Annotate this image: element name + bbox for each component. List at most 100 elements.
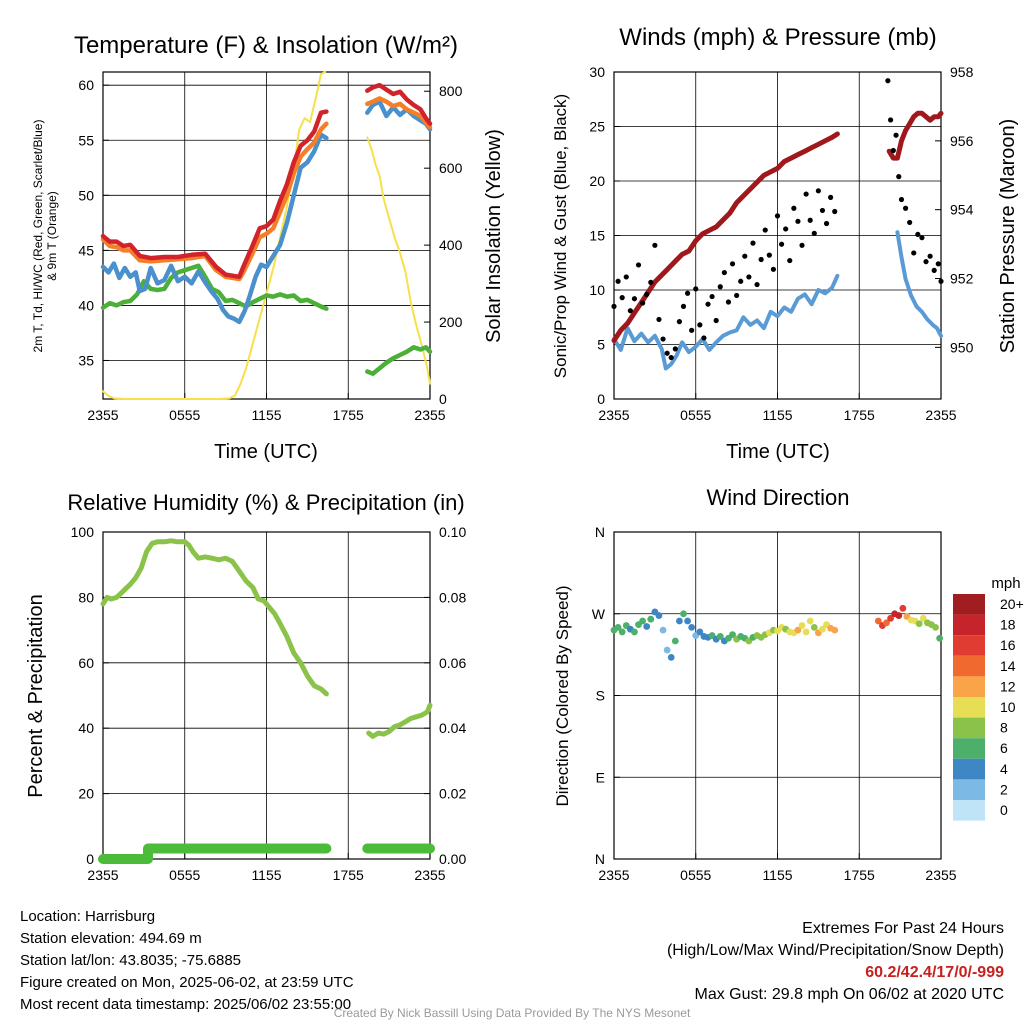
rh-xtick-label: 2355 [414, 867, 445, 883]
gust-point [713, 317, 719, 324]
winds-y2tick-label: 956 [950, 133, 974, 149]
gust-point [923, 259, 929, 265]
figure-created: Figure created on Mon, 2025-06-02, at 23… [20, 974, 354, 991]
gust-point [770, 266, 777, 272]
direction-point [810, 623, 818, 631]
wdir-xtick-label: 1755 [844, 867, 875, 883]
series-temp [365, 82, 433, 126]
gust-point [919, 235, 925, 241]
legend-label: 6 [1000, 740, 1008, 756]
direction-point [794, 626, 802, 634]
direction-point [684, 617, 691, 625]
gust-point [750, 240, 756, 246]
series-dewpoint [365, 345, 433, 376]
temp-ytick-label: 45 [78, 242, 94, 258]
direction-point [647, 615, 655, 623]
legend-title: mph [991, 575, 1020, 592]
legend-label: 14 [1000, 658, 1016, 674]
legend-label: 0 [1000, 802, 1008, 818]
gust-point [791, 205, 797, 211]
gust-point [815, 188, 821, 194]
extremes-values: 60.2/42.4/17/0/-999 [865, 964, 1004, 981]
gust-point [915, 231, 921, 238]
wdir-xtick-label: 2355 [598, 867, 629, 883]
winds-ytick-label: 30 [589, 64, 605, 80]
rh-ytick-label: 20 [78, 786, 94, 802]
wdir-xtick-label: 1155 [762, 867, 792, 883]
legend-swatch [953, 717, 985, 739]
gust-point [660, 336, 666, 342]
direction-point [806, 617, 814, 625]
series-temp [100, 109, 329, 280]
winds-ytick-label: 15 [589, 228, 605, 244]
direction-point [887, 614, 894, 622]
gust-point [828, 194, 834, 200]
winds-xtick-label: 2355 [925, 407, 956, 423]
extremes-title: Extremes For Past 24 Hours [802, 920, 1004, 937]
gust-point [652, 242, 658, 248]
rh-ytick-label: 80 [78, 589, 94, 605]
wdir-ytick-label: N [595, 851, 605, 867]
wind-direction-title: Wind Direction [706, 485, 849, 510]
max-gust: Max Gust: 29.8 mph On 06/02 at 2020 UTC [694, 986, 1005, 1003]
winds-y2tick-label: 952 [950, 271, 974, 287]
wdir-xtick-label: 2355 [925, 867, 956, 883]
rh-y2tick-label: 0.04 [439, 720, 466, 736]
series-precip [98, 843, 332, 864]
legend-label: 18 [1000, 617, 1016, 633]
series-pressure [611, 131, 840, 343]
legend-label: 10 [1000, 699, 1016, 715]
gust-point [729, 261, 736, 267]
series-pressure [886, 110, 944, 161]
gust-point [811, 230, 817, 236]
gust-point [823, 220, 830, 227]
winds-y2tick-label: 950 [950, 339, 974, 355]
gust-point [795, 218, 801, 224]
legend-label: 16 [1000, 637, 1016, 653]
winds-ytick-label: 20 [589, 173, 605, 189]
series-wind [612, 273, 840, 371]
gust-point [635, 262, 642, 268]
rh-xtick-label: 1755 [333, 867, 364, 883]
gust-point [701, 335, 707, 341]
direction-point [614, 623, 622, 631]
humidity-title: Relative Humidity (%) & Precipitation (i… [67, 490, 464, 515]
humidity-panel: Relative Humidity (%) & Precipitation (i… [25, 490, 466, 883]
rh-xtick-label: 2355 [87, 867, 118, 883]
gust-point [676, 319, 683, 325]
gust-point [746, 274, 752, 280]
temp-y2tick-label: 200 [439, 314, 463, 330]
rh-ytick-label: 0 [86, 851, 94, 867]
gust-point [896, 174, 902, 180]
legend-swatch [953, 655, 985, 677]
temp-ytick-label: 55 [78, 132, 94, 148]
legend-swatch [953, 738, 985, 759]
temp-ytick-label: 35 [78, 352, 94, 368]
gust-point [705, 301, 711, 307]
legend-swatch [953, 614, 985, 636]
gust-point [640, 300, 646, 306]
winds-xlabel: Time (UTC) [726, 441, 830, 463]
station-elevation: Station elevation: 494.69 m [20, 930, 202, 947]
direction-point [895, 612, 903, 619]
legend-label: 8 [1000, 720, 1008, 736]
temperature-title: Temperature (F) & Insolation (W/m²) [74, 32, 458, 59]
direction-point [696, 628, 704, 636]
direction-point [667, 653, 675, 661]
winds-ytick-label: 25 [589, 119, 605, 135]
gust-point [734, 292, 740, 299]
direction-point [639, 617, 647, 625]
gust-point [774, 213, 781, 219]
wind-direction-panel: Wind Direction 2355 0555 1155 1755 2355NESWN… [553, 485, 1024, 883]
winds-ylabel-left: Sonic/Prop Wind & Gust (Blue, Black) [551, 94, 570, 378]
recent-timestamp: Most recent data timestamp: 2025/06/02 2… [20, 996, 352, 1013]
direction-point [663, 646, 671, 654]
temperature-plot-area: 2355 0555 1155 1755 235535404550556002004006… [78, 71, 463, 423]
temp-y2tick-label: 600 [439, 160, 463, 176]
winds-xtick-label: 2355 [598, 407, 629, 423]
gust-point [627, 308, 633, 314]
gust-point [668, 354, 674, 361]
gust-point [787, 257, 793, 264]
gust-point [819, 207, 826, 214]
